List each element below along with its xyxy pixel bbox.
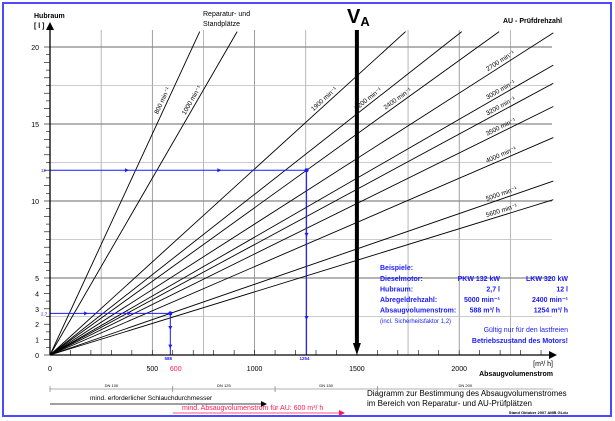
example-point: [304, 168, 309, 173]
x-tick-label: 1500: [349, 366, 365, 373]
example-hubraum-label: 2,7: [41, 311, 48, 316]
example-point: [168, 311, 173, 316]
arrow-right-icon: [217, 168, 222, 173]
example-row-pkw: 588 m³/ h: [470, 308, 500, 315]
example-row-lkw: LKW 320 kW: [526, 276, 568, 283]
x-tick-label: 2000: [451, 366, 467, 373]
example-flow-label: 1254: [300, 356, 311, 361]
min-flow-label: mind. Absaugvolumenstrom für AU: 600 m³/…: [182, 405, 323, 412]
axes: [46, 22, 557, 359]
y-tick-label: 15: [31, 122, 39, 129]
y-axis-unit: [ l ]: [34, 23, 45, 30]
x-tick-label: 0: [48, 366, 52, 373]
hose-arrow-icon: [261, 401, 267, 407]
x-tick-label: 500: [146, 366, 158, 373]
rpm-line-1900: [49, 31, 406, 356]
example-hubraum-label: 12: [41, 168, 47, 173]
rpm-line-2400: [49, 31, 500, 356]
example-row-pkw: 5000 min⁻¹: [464, 297, 501, 304]
example-flow-label: 588: [165, 356, 173, 361]
rpm-line-3000: [49, 64, 554, 356]
example-row-lkw: 12 l: [556, 287, 568, 294]
example-note: (incl. Sicherheitsfaktor 1,2): [380, 319, 451, 325]
y-tick-label: 3: [35, 307, 39, 314]
stand-label: Stand Oktober 2007 AMB GLdu: [509, 410, 569, 415]
repair-group-label-1: Reparatur- und: [203, 11, 250, 18]
example-row-label: Abregeldrehzahl:: [380, 297, 437, 304]
example-heading: Beispiele:: [380, 265, 413, 272]
validity-line-2: Betriebszustand des Motors!: [472, 338, 568, 345]
arrow-down-icon: [304, 316, 309, 321]
example-row-pkw: 2,7 l: [486, 287, 500, 294]
x-axis-title: Absaugvolumenstrom: [479, 371, 553, 378]
y-tick-label: 4: [35, 291, 39, 298]
va-marker: VA: [347, 6, 370, 355]
y-axis-arrow-icon: [46, 22, 54, 30]
arrow-down-icon: [304, 232, 309, 237]
dn-label: DN 100: [105, 383, 119, 388]
rpm-line-2200: [49, 31, 463, 356]
example-row-lkw: 2400 min⁻¹: [532, 297, 569, 304]
arrow-right-icon: [124, 168, 129, 173]
arrow-down-icon: [168, 344, 173, 349]
min-flow-arrow-icon: [339, 410, 345, 416]
arrow-right-icon: [127, 311, 132, 316]
x-axis-unit: [m³/ h]: [533, 361, 553, 368]
au-group-label: AU - Prüfdrehzahl: [503, 18, 562, 25]
y-tick-label: 2: [35, 322, 39, 329]
example-row-lkw: 1254 m³/ h: [534, 308, 568, 315]
y-tick-label: 1: [35, 338, 39, 345]
x-axis-arrow-icon: [549, 351, 557, 359]
diagram-title-2: im Bereich von Reparatur- und AU-Prüfplä…: [367, 399, 532, 408]
diagram-title-1: Diagramm zur Bestimmung des Absaugvolume…: [367, 389, 567, 398]
dn-label: DN 150: [319, 383, 333, 388]
va-label: VA: [347, 6, 370, 29]
repair-group-label-2: Standplätze: [203, 21, 240, 28]
x-tick-label-600: 600: [170, 366, 182, 373]
arrow-down-icon: [168, 325, 173, 330]
rpm-line-5600: [49, 199, 554, 356]
dn-ranges: DN 100 DN 125 DN 150 DN 200: [49, 383, 553, 392]
y-tick-label: 0: [35, 353, 39, 360]
rpm-line-800: [49, 31, 201, 356]
va-arrow-icon: [352, 343, 361, 355]
hose-label: mind. erforderlicher Schlauchdurchmesser: [90, 395, 213, 402]
rpm-line-1000: [49, 31, 238, 356]
rpm-line-4000: [49, 137, 554, 356]
rpm-line-5000: [49, 180, 554, 356]
rpm-line-3200: [49, 82, 554, 356]
example-row-pkw: PKW 132 kW: [458, 276, 501, 283]
rpm-line-2700: [49, 32, 554, 356]
example-lines: 2,7 588 12 1254: [41, 168, 310, 361]
y-axis-title: Hubraum: [34, 13, 65, 20]
y-tick-label: 5: [35, 276, 39, 283]
arrow-right-icon: [84, 311, 89, 316]
dn-label: DN 200: [459, 383, 473, 388]
example-row-label: Hubraum:: [380, 287, 413, 294]
x-tick-label: 1000: [247, 366, 263, 373]
example-row-label: Absaugvolumenstrom:: [380, 308, 456, 315]
example-box: Beispiele: Dieselmotor: PKW 132 kW LKW 320…: [380, 265, 569, 345]
dn-label: DN 125: [217, 383, 231, 388]
example-row-label: Dieselmotor:: [380, 276, 423, 283]
y-tick-label: 10: [31, 199, 39, 206]
validity-line-1: Gültig nur für den lastfreien: [484, 327, 569, 334]
y-tick-label: 20: [31, 45, 39, 52]
